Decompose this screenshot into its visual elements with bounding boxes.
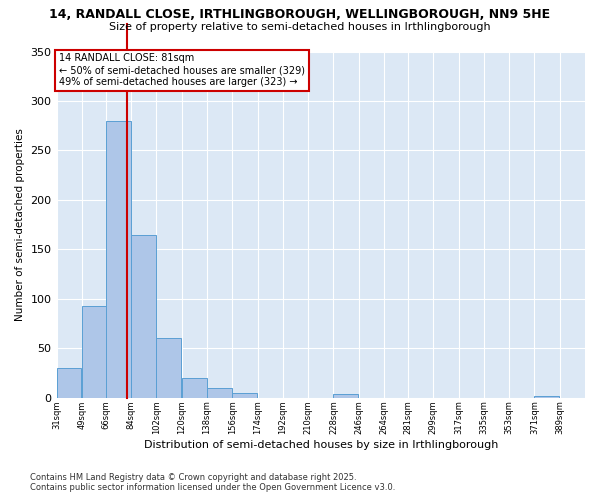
Text: 14 RANDALL CLOSE: 81sqm
← 50% of semi-detached houses are smaller (329)
49% of s: 14 RANDALL CLOSE: 81sqm ← 50% of semi-de… [59, 54, 305, 86]
Bar [334, 394, 358, 398]
X-axis label: Distribution of semi-detached houses by size in Irthlingborough: Distribution of semi-detached houses by … [143, 440, 498, 450]
Bar [157, 338, 181, 398]
Text: Size of property relative to semi-detached houses in Irthlingborough: Size of property relative to semi-detach… [109, 22, 491, 32]
Bar [535, 396, 559, 398]
Text: 14, RANDALL CLOSE, IRTHLINGBOROUGH, WELLINGBOROUGH, NN9 5HE: 14, RANDALL CLOSE, IRTHLINGBOROUGH, WELL… [49, 8, 551, 20]
Bar [106, 121, 131, 398]
Bar [82, 306, 107, 398]
Bar [207, 388, 232, 398]
Y-axis label: Number of semi-detached properties: Number of semi-detached properties [15, 128, 25, 321]
Bar [131, 234, 156, 398]
Bar [232, 393, 257, 398]
Text: Contains HM Land Registry data © Crown copyright and database right 2025.
Contai: Contains HM Land Registry data © Crown c… [30, 473, 395, 492]
Bar [182, 378, 206, 398]
Bar [56, 368, 82, 398]
